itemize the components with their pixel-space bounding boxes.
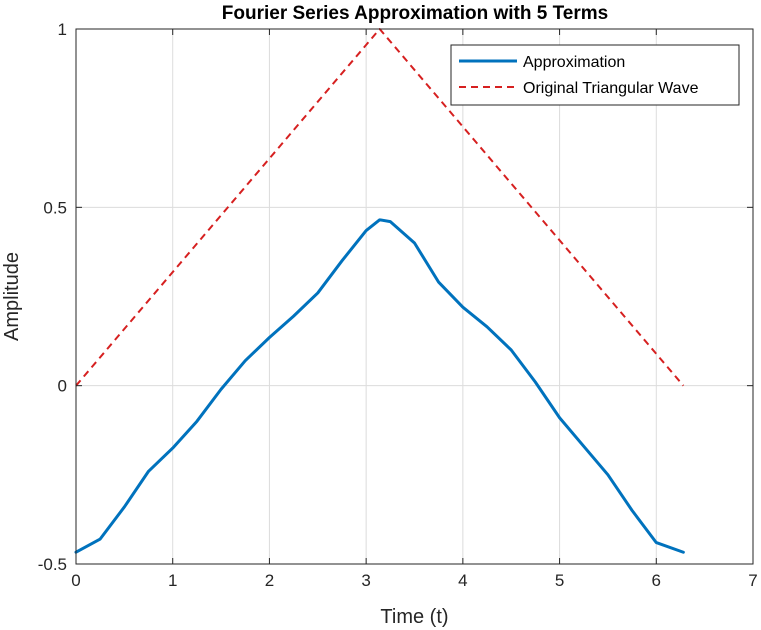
legend-label-1: Original Triangular Wave: [523, 80, 699, 97]
y-tick-label-0: -0.5: [38, 555, 67, 574]
ticks: 0 1 2 3 4 5 6 7-0.500.51: [38, 20, 758, 590]
y-axis-label: Amplitude: [1, 252, 23, 341]
chart-title: Fourier Series Approximation with 5 Term…: [222, 3, 608, 24]
series-line-0: [74, 218, 685, 554]
x-tick-label-7: 7: [748, 571, 757, 590]
legend-box: [450, 44, 740, 106]
x-tick-label-0: 0: [71, 571, 80, 590]
x-tick-label-3: 3: [361, 571, 370, 590]
plot-area: [76, 29, 753, 564]
y-tick-label-1: 0: [58, 377, 67, 396]
x-tick-label-6: 6: [652, 571, 661, 590]
x-tick-label-4: 4: [458, 571, 467, 590]
plot-border: [75, 28, 754, 565]
x-tick-label-1: 1: [168, 571, 177, 590]
y-tick-label-2: 0.5: [43, 198, 67, 217]
x-tick-label-5: 5: [555, 571, 564, 590]
x-tick-label-2: 2: [265, 571, 274, 590]
legend-label-0: Approximation: [523, 54, 625, 71]
legend: Approximation Original Triangular Wave: [450, 44, 740, 106]
y-tick-label-3: 1: [58, 20, 67, 39]
x-axis-label: Time (t): [380, 606, 448, 628]
